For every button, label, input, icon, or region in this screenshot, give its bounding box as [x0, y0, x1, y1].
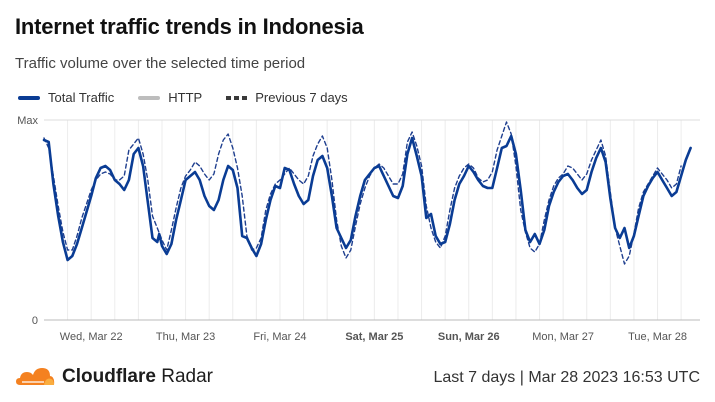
page-subtitle: Traffic volume over the selected time pe… [15, 55, 306, 72]
cloudflare-cloud-icon [16, 368, 55, 385]
period-separator: | [519, 369, 529, 386]
legend-swatch-solid [138, 95, 161, 100]
legend-label: HTTP [168, 90, 203, 105]
chart-grid [44, 119, 700, 321]
legend-swatch-dashed [226, 95, 248, 100]
x-tick-label: Fri, Mar 24 [253, 331, 306, 343]
y-tick-label: 0 [32, 315, 38, 327]
legend-item-http[interactable]: HTTP [138, 90, 202, 105]
x-tick-label: Thu, Mar 23 [156, 331, 215, 343]
x-tick-label: Sun, Mar 26 [438, 331, 500, 343]
x-tick-label: Tue, Mar 28 [628, 331, 687, 343]
series-line-total-traffic [42, 134, 692, 262]
cloudflare-radar-logo[interactable]: Cloudflare Radar [14, 366, 213, 388]
brand-product: Radar [161, 366, 213, 387]
legend-label: Previous 7 days [255, 90, 348, 105]
brand-name: Cloudflare Radar [62, 366, 213, 388]
page-title: Internet traffic trends in Indonesia [15, 14, 364, 39]
timestamp: Mar 28 2023 16:53 UTC [528, 369, 700, 386]
traffic-chart: 0 Max Wed, Mar 22 Thu, Mar 23 Fri, Mar 24 Sat… [17, 115, 700, 343]
legend-item-total-traffic[interactable]: Total Traffic [18, 90, 114, 105]
chart-legend: Total Traffic HTTP Previous 7 days [18, 90, 372, 105]
x-tick-label: Wed, Mar 22 [60, 331, 123, 343]
x-tick-label: Sat, Mar 25 [345, 331, 403, 343]
chart-axes: 0 Max Wed, Mar 22 Thu, Mar 23 Fri, Mar 24 Sat… [17, 115, 687, 343]
x-tick-label: Mon, Mar 27 [532, 331, 594, 343]
y-tick-label: Max [17, 115, 38, 127]
chart-series [42, 121, 692, 265]
legend-label: Total Traffic [48, 90, 115, 105]
series-line-previous-7-days [43, 121, 682, 265]
legend-item-previous-7-days[interactable]: Previous 7 days [226, 90, 348, 105]
footer: Cloudflare Radar Last 7 days | Mar 28 20… [0, 364, 715, 396]
brand-company: Cloudflare [62, 366, 156, 387]
time-period: Last 7 days | Mar 28 2023 16:53 UTC [433, 369, 700, 387]
period-label: Last 7 days [433, 369, 516, 386]
legend-swatch-solid [18, 95, 40, 100]
